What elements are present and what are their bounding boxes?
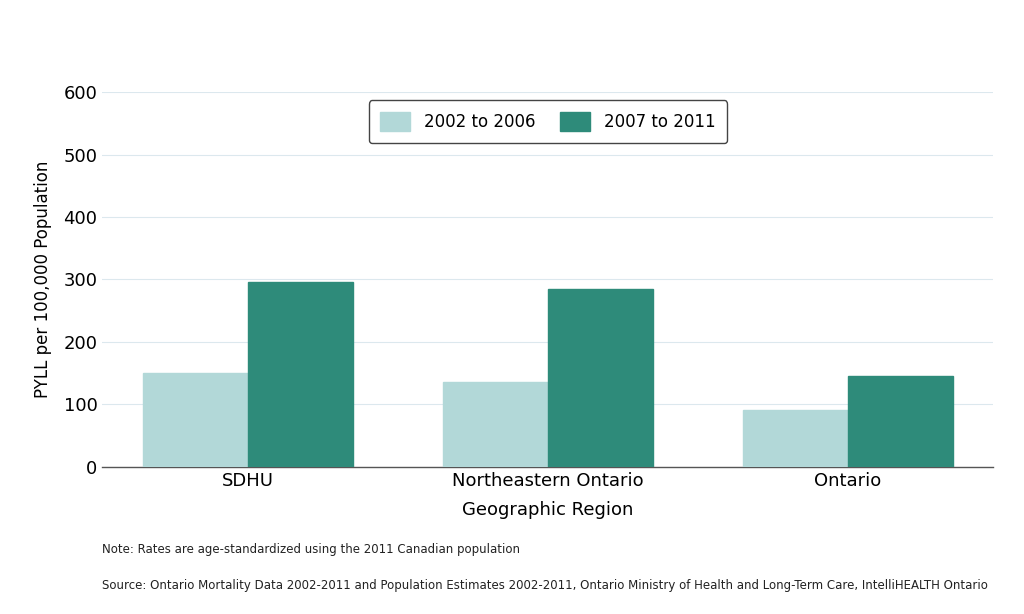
Bar <box>742 410 848 467</box>
Y-axis label: PYLL per 100,000 Population: PYLL per 100,000 Population <box>35 161 52 398</box>
Bar <box>848 376 952 467</box>
Bar <box>548 289 653 467</box>
Bar <box>248 282 353 467</box>
Text: Note: Rates are age-standardized using the 2011 Canadian population: Note: Rates are age-standardized using t… <box>102 543 520 556</box>
Text: Source: Ontario Mortality Data 2002-2011 and Population Estimates 2002-2011, Ont: Source: Ontario Mortality Data 2002-2011… <box>102 580 988 593</box>
Legend: 2002 to 2006, 2007 to 2011: 2002 to 2006, 2007 to 2011 <box>369 101 727 143</box>
X-axis label: Geographic Region: Geographic Region <box>462 500 634 519</box>
Bar <box>143 373 248 467</box>
Bar <box>442 383 548 467</box>
